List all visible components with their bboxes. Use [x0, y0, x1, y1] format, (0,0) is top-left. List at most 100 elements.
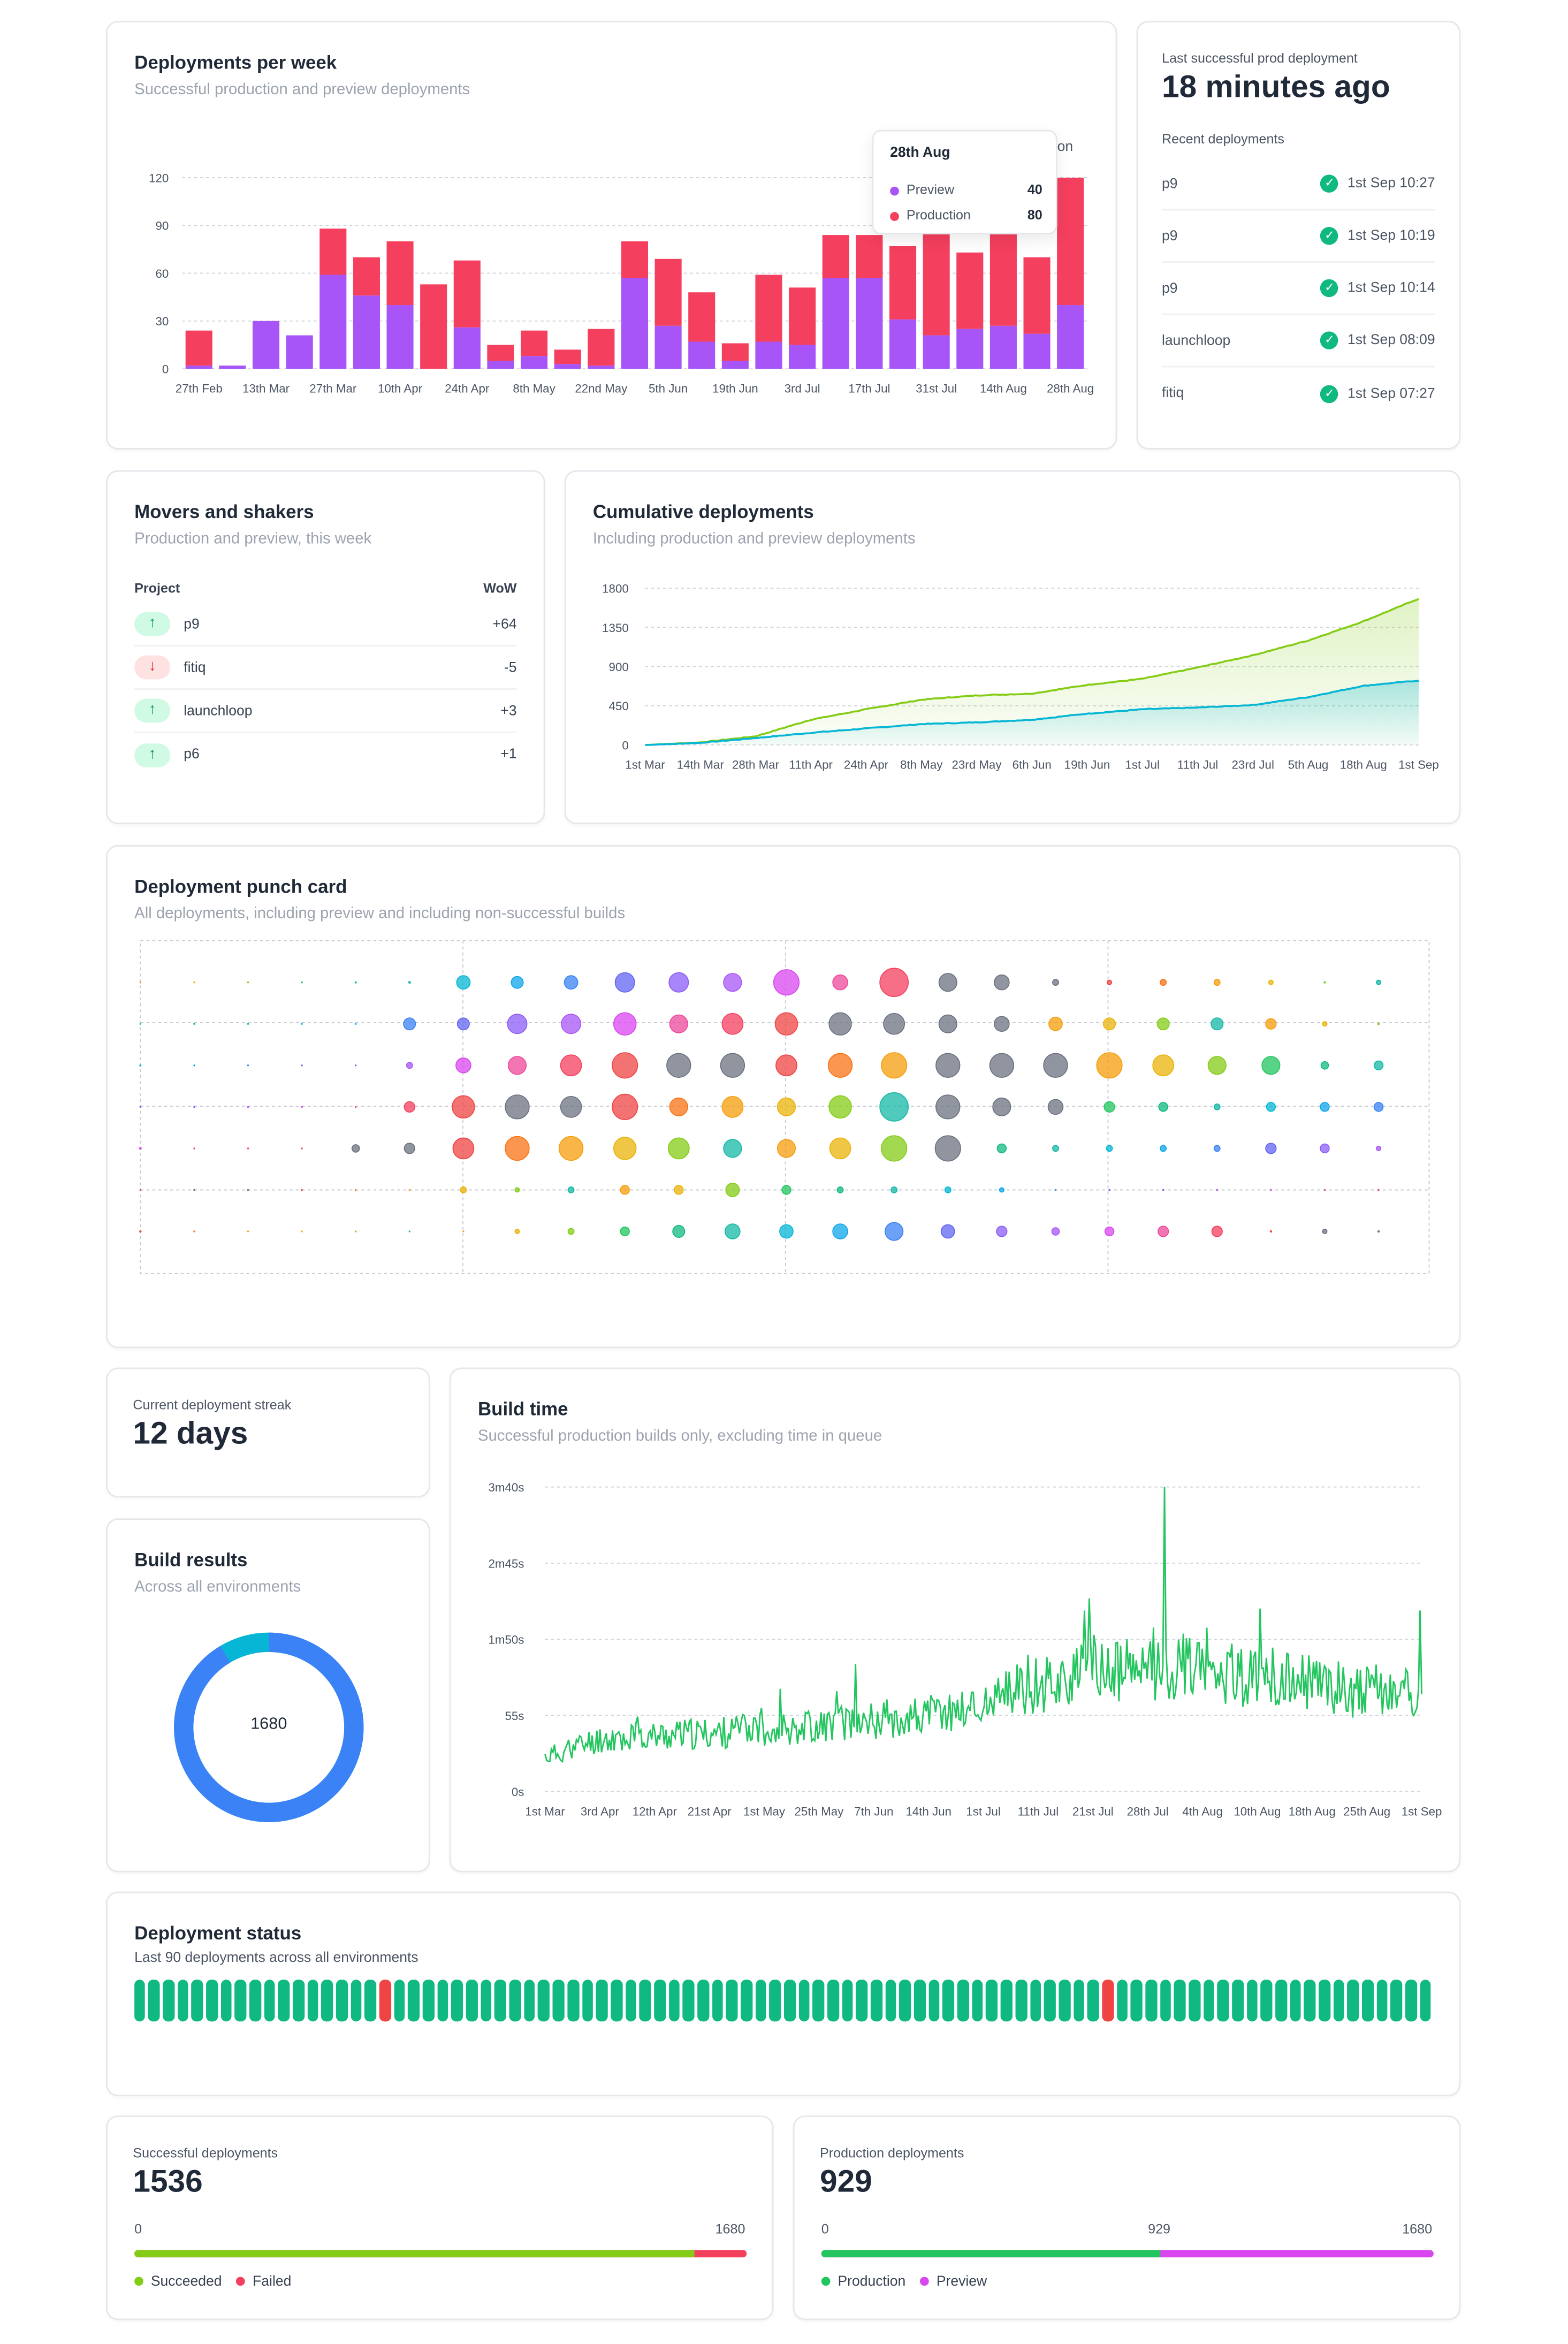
status-pill[interactable] — [928, 1980, 940, 2022]
status-pill[interactable] — [1376, 1980, 1388, 2022]
status-pill[interactable] — [986, 1980, 998, 2022]
status-pill[interactable] — [191, 1980, 203, 2022]
status-pill[interactable] — [177, 1980, 189, 2022]
status-pill[interactable] — [653, 1980, 666, 2022]
status-pill[interactable] — [885, 1980, 897, 2022]
status-pill[interactable] — [437, 1980, 449, 2022]
status-pill[interactable] — [1015, 1980, 1027, 2022]
build-time-line-chart[interactable]: 0s 55s 1m50s 2m45s 3m40s 1st Mar 3rd Apr 12th A… — [451, 1369, 1462, 1874]
status-pill[interactable] — [1232, 1980, 1244, 2022]
status-pill[interactable] — [1261, 1980, 1273, 2022]
status-pill[interactable] — [523, 1980, 536, 2022]
status-pill[interactable] — [1246, 1980, 1258, 2022]
build-results-donut[interactable] — [108, 1520, 432, 1874]
mover-row[interactable]: ↓ fitiq -5 — [134, 646, 517, 690]
status-pill[interactable] — [494, 1980, 507, 2022]
status-pill[interactable] — [278, 1980, 290, 2022]
status-pill[interactable] — [1304, 1980, 1316, 2022]
status-pill[interactable] — [466, 1980, 478, 2022]
status-pill[interactable] — [263, 1980, 276, 2022]
status-pill[interactable] — [625, 1980, 637, 2022]
status-pill[interactable] — [1073, 1980, 1085, 2022]
status-pill[interactable] — [1087, 1980, 1099, 2022]
status-pill[interactable] — [1160, 1980, 1171, 2022]
status-pill[interactable] — [798, 1980, 810, 2022]
status-pill[interactable] — [639, 1980, 651, 2022]
status-pill[interactable] — [1217, 1980, 1229, 2022]
status-pill[interactable] — [1102, 1980, 1114, 2022]
status-pill[interactable] — [1174, 1980, 1186, 2022]
status-pill[interactable] — [552, 1980, 565, 2022]
status-pill[interactable] — [957, 1980, 969, 2022]
mover-row[interactable]: ↑ p9 +64 — [134, 603, 517, 646]
status-pill[interactable] — [697, 1980, 709, 2022]
status-pill[interactable] — [755, 1980, 767, 2022]
status-pill[interactable] — [379, 1980, 391, 2022]
status-pill[interactable] — [610, 1980, 622, 2022]
mover-row[interactable]: ↑ launchloop +3 — [134, 690, 517, 733]
recent-row[interactable]: p9 ✓ 1st Sep 10:19 — [1162, 210, 1435, 263]
status-pill[interactable] — [1333, 1980, 1345, 2022]
status-pill[interactable] — [292, 1980, 305, 2022]
status-pill[interactable] — [364, 1980, 377, 2022]
status-pill[interactable] — [1362, 1980, 1374, 2022]
status-pill[interactable] — [1405, 1980, 1417, 2022]
status-pill[interactable] — [1290, 1980, 1301, 2022]
status-pill[interactable] — [972, 1980, 984, 2022]
status-pill[interactable] — [422, 1980, 435, 2022]
status-pill[interactable] — [451, 1980, 463, 2022]
status-pill[interactable] — [1348, 1980, 1359, 2022]
weekly-bar-chart[interactable]: 0 30 60 90 120 27th Feb 13th Mar 27th Mar 10th A… — [108, 22, 1118, 451]
status-pill[interactable] — [1189, 1980, 1200, 2022]
status-pill[interactable] — [769, 1980, 781, 2022]
status-pill[interactable] — [1275, 1980, 1287, 2022]
status-pill[interactable] — [148, 1980, 160, 2022]
status-pill[interactable] — [538, 1980, 550, 2022]
status-pill[interactable] — [1116, 1980, 1128, 2022]
status-pill[interactable] — [321, 1980, 333, 2022]
status-pill[interactable] — [162, 1980, 174, 2022]
status-pill[interactable] — [567, 1980, 579, 2022]
status-pill[interactable] — [1203, 1980, 1215, 2022]
status-pill[interactable] — [205, 1980, 218, 2022]
status-pill[interactable] — [1319, 1980, 1330, 2022]
status-pill[interactable] — [914, 1980, 926, 2022]
status-pill[interactable] — [581, 1980, 593, 2022]
status-pill[interactable] — [220, 1980, 232, 2022]
status-pill[interactable] — [740, 1980, 752, 2022]
status-pill[interactable] — [856, 1980, 868, 2022]
status-pill[interactable] — [682, 1980, 695, 2022]
status-pill[interactable] — [711, 1980, 724, 2022]
status-pill[interactable] — [249, 1980, 261, 2022]
status-pill[interactable] — [1131, 1980, 1143, 2022]
status-pill[interactable] — [1059, 1980, 1070, 2022]
status-pill[interactable] — [943, 1980, 955, 2022]
status-pill[interactable] — [1420, 1980, 1432, 2022]
status-pill[interactable] — [871, 1980, 882, 2022]
mover-row[interactable]: ↑ p6 +1 — [134, 733, 517, 777]
status-pill[interactable] — [1145, 1980, 1157, 2022]
status-pill[interactable] — [480, 1980, 492, 2022]
status-pill[interactable] — [842, 1980, 854, 2022]
status-pill[interactable] — [509, 1980, 521, 2022]
recent-row[interactable]: launchloop ✓ 1st Sep 08:09 — [1162, 315, 1435, 368]
status-pill[interactable] — [784, 1980, 796, 2022]
recent-row[interactable]: p9 ✓ 1st Sep 10:14 — [1162, 263, 1435, 315]
status-pill[interactable] — [1001, 1980, 1013, 2022]
status-pill[interactable] — [668, 1980, 680, 2022]
status-pill[interactable] — [350, 1980, 362, 2022]
status-pill[interactable] — [812, 1980, 825, 2022]
status-pill[interactable] — [1391, 1980, 1403, 2022]
status-pill[interactable] — [1030, 1980, 1041, 2022]
punch-card-chart[interactable] — [108, 847, 1462, 1350]
recent-row[interactable]: fitiq ✓ 1st Sep 07:27 — [1162, 367, 1435, 420]
status-pill[interactable] — [133, 1980, 146, 2022]
status-pill[interactable] — [827, 1980, 839, 2022]
status-pill[interactable] — [234, 1980, 247, 2022]
status-pill[interactable] — [307, 1980, 319, 2022]
status-pill[interactable] — [408, 1980, 420, 2022]
cumulative-area-chart[interactable]: 0 450 900 1350 1800 1st Mar 14th Mar 28th Mar 11… — [566, 472, 1462, 826]
status-pill[interactable] — [596, 1980, 608, 2022]
status-pill[interactable] — [900, 1980, 911, 2022]
recent-row[interactable]: p9 ✓ 1st Sep 10:27 — [1162, 158, 1435, 211]
